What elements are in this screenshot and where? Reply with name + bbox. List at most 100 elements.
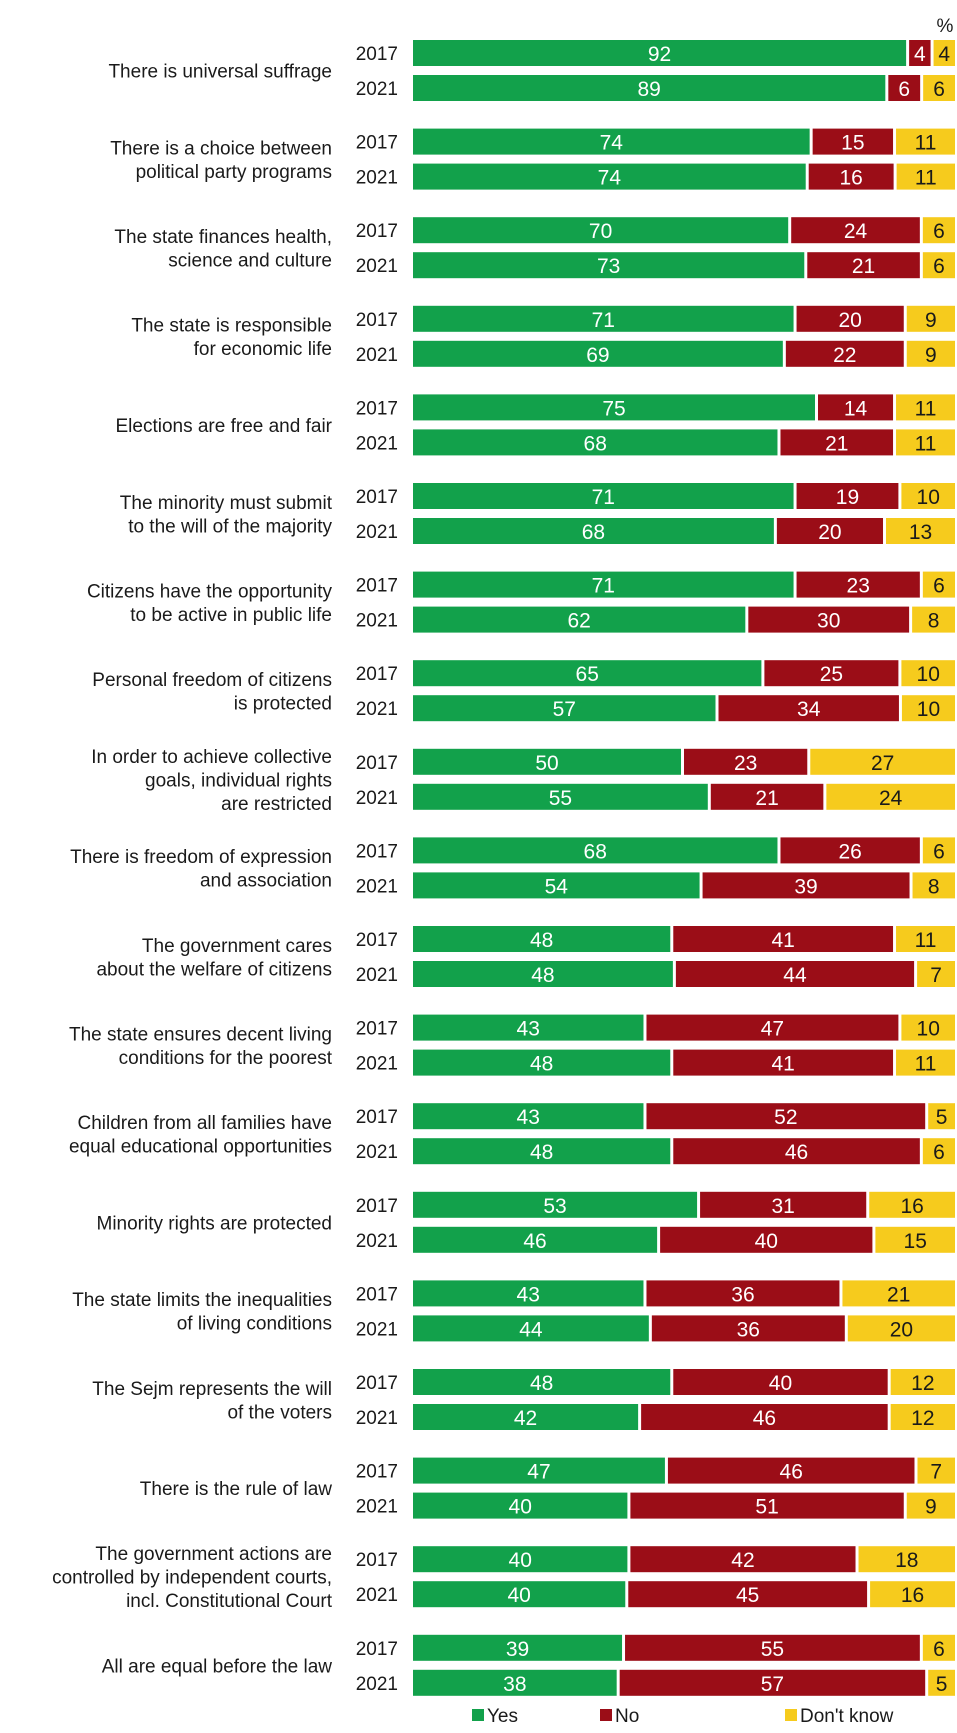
bar-segment-don-t-know xyxy=(870,1581,955,1608)
statement-label: controlled by independent courts, xyxy=(52,1568,332,1589)
data-label: 24 xyxy=(879,787,903,810)
bar-segment-don-t-know xyxy=(901,1014,955,1041)
data-label: 43 xyxy=(517,1283,540,1306)
data-label: 27 xyxy=(871,752,894,775)
year-label: 2017 xyxy=(356,133,398,154)
statement-label: The minority must submit xyxy=(120,493,333,514)
bar-segment-no xyxy=(646,1103,926,1130)
bar-segment-yes xyxy=(413,128,810,155)
bar-segment-yes xyxy=(413,926,671,952)
bar-segment-no xyxy=(780,429,894,456)
data-label: 13 xyxy=(909,521,932,544)
data-label: 36 xyxy=(731,1283,754,1306)
data-label: 57 xyxy=(761,1673,784,1696)
statement-label: goals, individual rights xyxy=(145,770,332,791)
statement-label: Personal freedom of citizens xyxy=(92,670,332,691)
year-label: 2021 xyxy=(356,788,398,809)
bar-segment-yes xyxy=(413,783,708,810)
data-label: 11 xyxy=(915,432,937,455)
data-label: 6 xyxy=(933,1638,945,1661)
data-label: 15 xyxy=(841,132,864,155)
legend-entry: No xyxy=(615,1706,639,1727)
statement-label: Citizens have the opportunity xyxy=(87,581,333,602)
data-label: 47 xyxy=(527,1461,550,1484)
bar-segment-don-t-know xyxy=(890,1369,955,1395)
year-label: 2017 xyxy=(356,1462,398,1483)
data-label: 11 xyxy=(915,397,937,420)
statement-label: about the welfare of citizens xyxy=(96,959,332,980)
data-label: 62 xyxy=(567,610,590,633)
year-label: 2017 xyxy=(356,1550,398,1571)
bar-segment-no xyxy=(667,1457,915,1484)
year-label: 2017 xyxy=(356,310,398,331)
data-label: 6 xyxy=(933,575,945,598)
year-label: 2021 xyxy=(356,1142,398,1163)
bar-segment-yes xyxy=(413,518,774,544)
bar-segment-no xyxy=(684,748,808,775)
statement-label: equal educational opportunities xyxy=(69,1136,332,1157)
bar-segment-yes xyxy=(413,163,806,190)
year-label: 2021 xyxy=(356,522,398,543)
bar-segment-don-t-know xyxy=(847,1315,955,1342)
statement-label: In order to achieve collective xyxy=(91,747,332,768)
bar-segment-yes xyxy=(413,1492,628,1519)
bar-segment-no xyxy=(818,394,894,421)
statement-label: There is the rule of law xyxy=(140,1479,332,1500)
legend-swatch xyxy=(472,1709,484,1721)
data-label: 89 xyxy=(637,78,660,101)
bar-segment-don-t-know xyxy=(896,926,955,952)
bar-segment-no xyxy=(675,961,915,987)
statement-label: Elections are free and fair xyxy=(115,416,332,437)
year-label: 2021 xyxy=(356,1585,398,1606)
statement-label: Minority rights are protected xyxy=(97,1213,333,1234)
bar-segment-no xyxy=(625,1634,920,1661)
bar-segment-yes xyxy=(413,961,673,987)
data-label: 20 xyxy=(838,309,861,332)
bar-segment-yes xyxy=(413,483,794,509)
bar-segment-don-t-know xyxy=(901,695,955,722)
year-label: 2017 xyxy=(356,1196,398,1217)
data-label: 36 xyxy=(737,1318,760,1341)
data-label: 24 xyxy=(844,220,868,243)
bar-segment-yes xyxy=(413,837,778,864)
year-label: 2021 xyxy=(356,699,398,720)
statement-label: The state limits the inequalities xyxy=(72,1290,332,1311)
bar-segment-don-t-know xyxy=(869,1191,955,1218)
year-label: 2017 xyxy=(356,664,398,685)
data-label: 68 xyxy=(584,840,607,863)
bar-segment-don-t-know xyxy=(928,1103,955,1130)
bar-segment-no xyxy=(785,340,904,367)
year-label: 2017 xyxy=(356,930,398,951)
statement-label: science and culture xyxy=(168,250,332,271)
year-label: 2017 xyxy=(356,487,398,508)
data-label: 4 xyxy=(938,43,950,66)
bar-segment-don-t-know xyxy=(886,518,955,544)
data-label: 38 xyxy=(503,1673,526,1696)
statement-label: There is universal suffrage xyxy=(108,62,332,83)
unit-label: % xyxy=(937,16,954,37)
data-label: 44 xyxy=(519,1318,543,1341)
bar-segment-yes xyxy=(413,1634,623,1661)
data-label: 11 xyxy=(915,929,937,952)
year-label: 2021 xyxy=(356,79,398,100)
data-label: 19 xyxy=(836,486,859,509)
data-label: 6 xyxy=(933,1141,945,1164)
data-label: 8 xyxy=(928,875,940,898)
data-label: 30 xyxy=(817,610,840,633)
statement-label: The government actions are xyxy=(95,1544,332,1565)
data-label: 22 xyxy=(833,344,856,367)
data-label: 16 xyxy=(901,1584,924,1607)
bar-segment-don-t-know xyxy=(912,872,955,899)
data-label: 69 xyxy=(586,344,609,367)
bar-segment-yes xyxy=(413,1103,644,1130)
bar-segment-yes xyxy=(413,1191,698,1218)
data-label: 12 xyxy=(911,1372,934,1395)
data-label: 47 xyxy=(761,1018,784,1041)
data-label: 23 xyxy=(734,752,757,775)
data-label: 52 xyxy=(774,1106,797,1129)
data-label: 55 xyxy=(761,1638,784,1661)
legend-swatch xyxy=(785,1709,797,1721)
data-label: 14 xyxy=(844,397,868,420)
year-label: 2021 xyxy=(356,611,398,632)
statement-label: is protected xyxy=(234,693,332,714)
